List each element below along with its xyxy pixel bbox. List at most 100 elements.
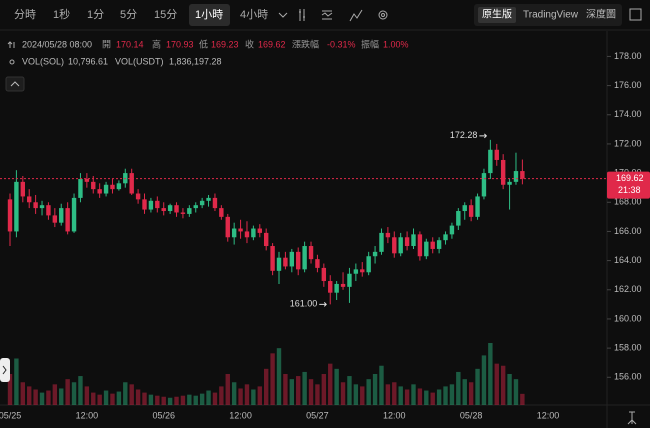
candle-body	[270, 246, 275, 271]
info-label: 開	[102, 39, 111, 49]
candle-body	[315, 259, 320, 268]
volume-bar	[417, 388, 423, 405]
volume-bar	[33, 389, 38, 405]
view-tab[interactable]: 原生版	[482, 8, 512, 21]
volume-bar	[231, 382, 237, 405]
candle-body	[379, 232, 384, 252]
interval[interactable]: 15分	[154, 8, 177, 21]
candle-body	[411, 234, 416, 247]
candle-body	[27, 196, 32, 203]
volume-bar	[513, 379, 519, 405]
candle-body	[321, 267, 327, 282]
interval[interactable]: 5分	[120, 8, 137, 21]
candle-body	[39, 205, 45, 209]
candle-body	[430, 241, 435, 249]
candle-body	[206, 197, 211, 201]
candle-body	[187, 208, 192, 214]
candle-body	[52, 215, 58, 223]
candle-body	[424, 241, 429, 257]
volume-bar	[276, 348, 282, 405]
volume-bar	[225, 374, 230, 405]
info-value: 170.93	[166, 39, 194, 49]
candle-body	[257, 228, 262, 233]
y-tick-label: 162.00	[614, 284, 642, 294]
volume-bar	[167, 397, 173, 405]
candle-body	[103, 184, 109, 194]
fullscreen-icon[interactable]	[629, 8, 642, 21]
y-tick-label: 168.00	[614, 197, 642, 207]
volume-bar	[71, 382, 77, 405]
y-tick-label: 172.00	[614, 138, 642, 148]
candle-body	[392, 237, 397, 254]
interval[interactable]: 1秒	[53, 7, 70, 21]
vol-icon	[9, 59, 15, 65]
countdown-label: 21:38	[618, 185, 641, 195]
x-tick-label: 12:00	[383, 410, 406, 420]
candle-body	[328, 281, 333, 293]
info-value: 169.62	[258, 39, 286, 49]
axis-tool-icon[interactable]	[627, 411, 637, 425]
y-tick-label: 160.00	[614, 313, 642, 323]
candle-body	[142, 199, 147, 210]
volume-bar	[251, 389, 256, 405]
candle-body	[148, 200, 154, 210]
dropdown-icon[interactable]	[278, 12, 288, 18]
candle-body	[116, 183, 122, 190]
info-value: -0.31%	[327, 39, 356, 49]
view-tab[interactable]: TradingView	[523, 10, 579, 21]
vol-value: 10,796.61	[68, 56, 108, 66]
last-price-box	[607, 171, 650, 199]
volume-bar	[372, 374, 378, 405]
interval-active[interactable]: 1小時	[195, 8, 223, 21]
candle-body	[494, 149, 499, 160]
candle-body	[372, 251, 378, 257]
interval[interactable]: 4小時	[240, 8, 268, 21]
y-tick-label: 164.00	[614, 255, 642, 265]
volume-bar	[328, 363, 333, 405]
volume-bar	[7, 374, 13, 405]
volume-bar	[39, 392, 45, 405]
info-label: 高	[152, 38, 161, 49]
side-toggle[interactable]	[0, 358, 10, 382]
volume-bar	[315, 384, 320, 405]
volume-bar	[97, 394, 102, 405]
x-tick-label: 05/25	[0, 410, 21, 420]
tool-icons[interactable]	[299, 9, 388, 22]
volume-bar	[353, 384, 359, 405]
volume-bar	[398, 386, 403, 405]
y-tick-label: 156.00	[614, 372, 642, 382]
candle-body	[71, 197, 77, 232]
candle-body	[59, 208, 64, 223]
candle-body	[174, 205, 179, 213]
volume-bar	[430, 392, 435, 405]
volume-bar	[334, 368, 339, 405]
candle-body	[167, 205, 173, 212]
info-label: 振幅	[361, 38, 379, 49]
y-tick-label: 178.00	[614, 51, 642, 61]
info-value: 1.00%	[383, 39, 409, 49]
volume-bar	[340, 382, 346, 405]
vol-value: 1,836,197.28	[169, 56, 222, 66]
candle-body	[276, 257, 282, 271]
info-label: 收	[245, 38, 254, 49]
x-tick-label: 05/27	[306, 410, 329, 420]
volume-bar	[193, 395, 198, 405]
candle-body	[91, 181, 96, 190]
candle-body	[225, 216, 230, 238]
candle-body	[65, 208, 70, 232]
volume-bar	[116, 391, 122, 405]
plot: 156.00 158.00 160.00 162.00 164.00 166.00 168.…	[0, 51, 650, 420]
volume-bar	[27, 386, 32, 405]
candle-body	[263, 232, 269, 247]
view-tab[interactable]: 深度圖	[586, 8, 616, 21]
candle-body	[193, 205, 198, 209]
interval[interactable]: 分時	[14, 8, 36, 21]
collapse-button[interactable]	[5, 76, 25, 92]
x-tick-label: 12:00	[76, 410, 99, 420]
volume-bar	[296, 376, 301, 405]
interval[interactable]: 1分	[87, 8, 104, 21]
y-tick-label: 158.00	[614, 342, 642, 352]
candle-body	[7, 199, 13, 232]
